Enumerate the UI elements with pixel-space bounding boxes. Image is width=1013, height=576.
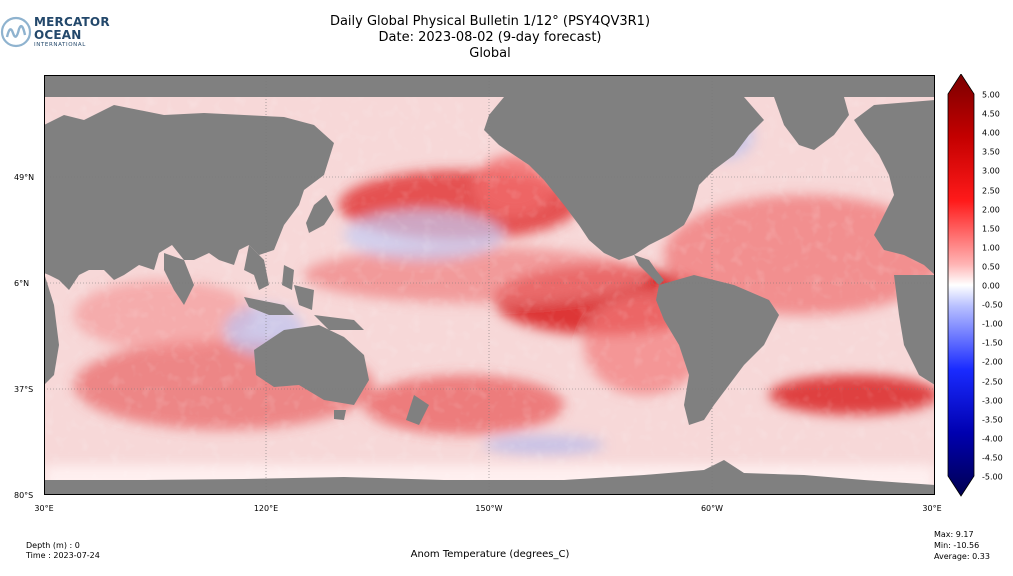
land-north-america — [484, 97, 764, 260]
mercator-ocean-logo: MERCATOR OCEAN INTERNATIONAL — [0, 12, 110, 52]
colorbar-tick-label: 0.00 — [982, 281, 1000, 291]
colorbar — [947, 74, 975, 497]
logo-text-mercator: MERCATOR — [34, 15, 110, 29]
land-africa-east — [44, 273, 59, 385]
logo-text-international: INTERNATIONAL — [34, 42, 86, 48]
lat-label-49n: 49°N — [14, 173, 35, 182]
max-value: Max: 9.17 — [934, 530, 974, 539]
land-australia — [254, 325, 369, 405]
colorbar-tick-label: -4.00 — [982, 434, 1003, 444]
colorbar-tick-label: 2.50 — [982, 186, 1000, 195]
colorbar-tick-label: 5.00 — [982, 90, 1000, 100]
anomaly-map — [44, 75, 935, 495]
land-central-america — [634, 255, 664, 285]
lat-label-37s: 37°S — [14, 385, 34, 394]
lat-label-80s: 80°S — [14, 491, 34, 500]
colorbar-tick-label: -3.00 — [982, 396, 1003, 406]
land-india — [164, 253, 194, 305]
depth-info: Depth (m) : 0 — [26, 541, 80, 550]
average-value: Average: 0.33 — [934, 552, 990, 561]
lon-label-30e-right: 30°E — [922, 504, 942, 513]
land-europe-africa-right — [854, 100, 935, 275]
land-se-asia — [244, 245, 269, 290]
lat-label-6n: 6°N — [14, 279, 30, 288]
colorbar-tick-label: -2.50 — [982, 377, 1003, 386]
colorbar-tick-label: 1.00 — [982, 243, 1000, 253]
region-name: Global — [469, 46, 511, 61]
variable-name: Anom Temperature (degrees_C) — [410, 549, 570, 560]
bulletin-title: Daily Global Physical Bulletin 1/12° (PS… — [329, 14, 651, 29]
colorbar-tick-label: 4.50 — [982, 109, 1000, 119]
colorbar-tick-label: 0.50 — [982, 262, 1000, 272]
colorbar-tick-label: 4.00 — [982, 128, 1000, 138]
lon-label-30e-left: 30°E — [34, 504, 54, 513]
colorbar-tick-label: -5.00 — [982, 472, 1003, 482]
logo-wave-icon — [0, 16, 32, 48]
land-greenland — [774, 97, 849, 150]
map-frame — [44, 75, 935, 495]
graticule — [44, 75, 935, 495]
lon-label-120e: 120°E — [253, 504, 279, 513]
colorbar-tick-label: -1.50 — [982, 338, 1003, 348]
land-eurasia-africa — [44, 75, 935, 290]
min-value: Min: -10.56 — [934, 541, 980, 550]
colorbar-tick-label: -4.50 — [982, 453, 1003, 463]
time-info: Time : 2023-07-24 — [26, 551, 100, 560]
colorbar-tick-label: -1.00 — [982, 319, 1003, 329]
forecast-date: Date: 2023-08-02 (9-day forecast) — [378, 30, 602, 45]
landmasses — [44, 75, 935, 495]
colorbar-gradient — [947, 74, 975, 497]
land-south-america — [656, 275, 779, 425]
colorbar-tick-label: -0.50 — [982, 300, 1003, 310]
lon-label-60w: 60°W — [700, 504, 724, 513]
logo-text-ocean: OCEAN — [34, 28, 82, 42]
colorbar-tick-label: -3.50 — [982, 415, 1003, 425]
colorbar-tick-label: 2.00 — [982, 205, 1000, 215]
colorbar-tick-label: -2.00 — [982, 357, 1003, 367]
lon-label-150w: 150°W — [475, 504, 503, 513]
colorbar-tick-label: 3.50 — [982, 147, 1000, 157]
colorbar-tick-label: 3.00 — [982, 166, 1000, 176]
colorbar-tick-label: 1.50 — [982, 224, 1000, 234]
